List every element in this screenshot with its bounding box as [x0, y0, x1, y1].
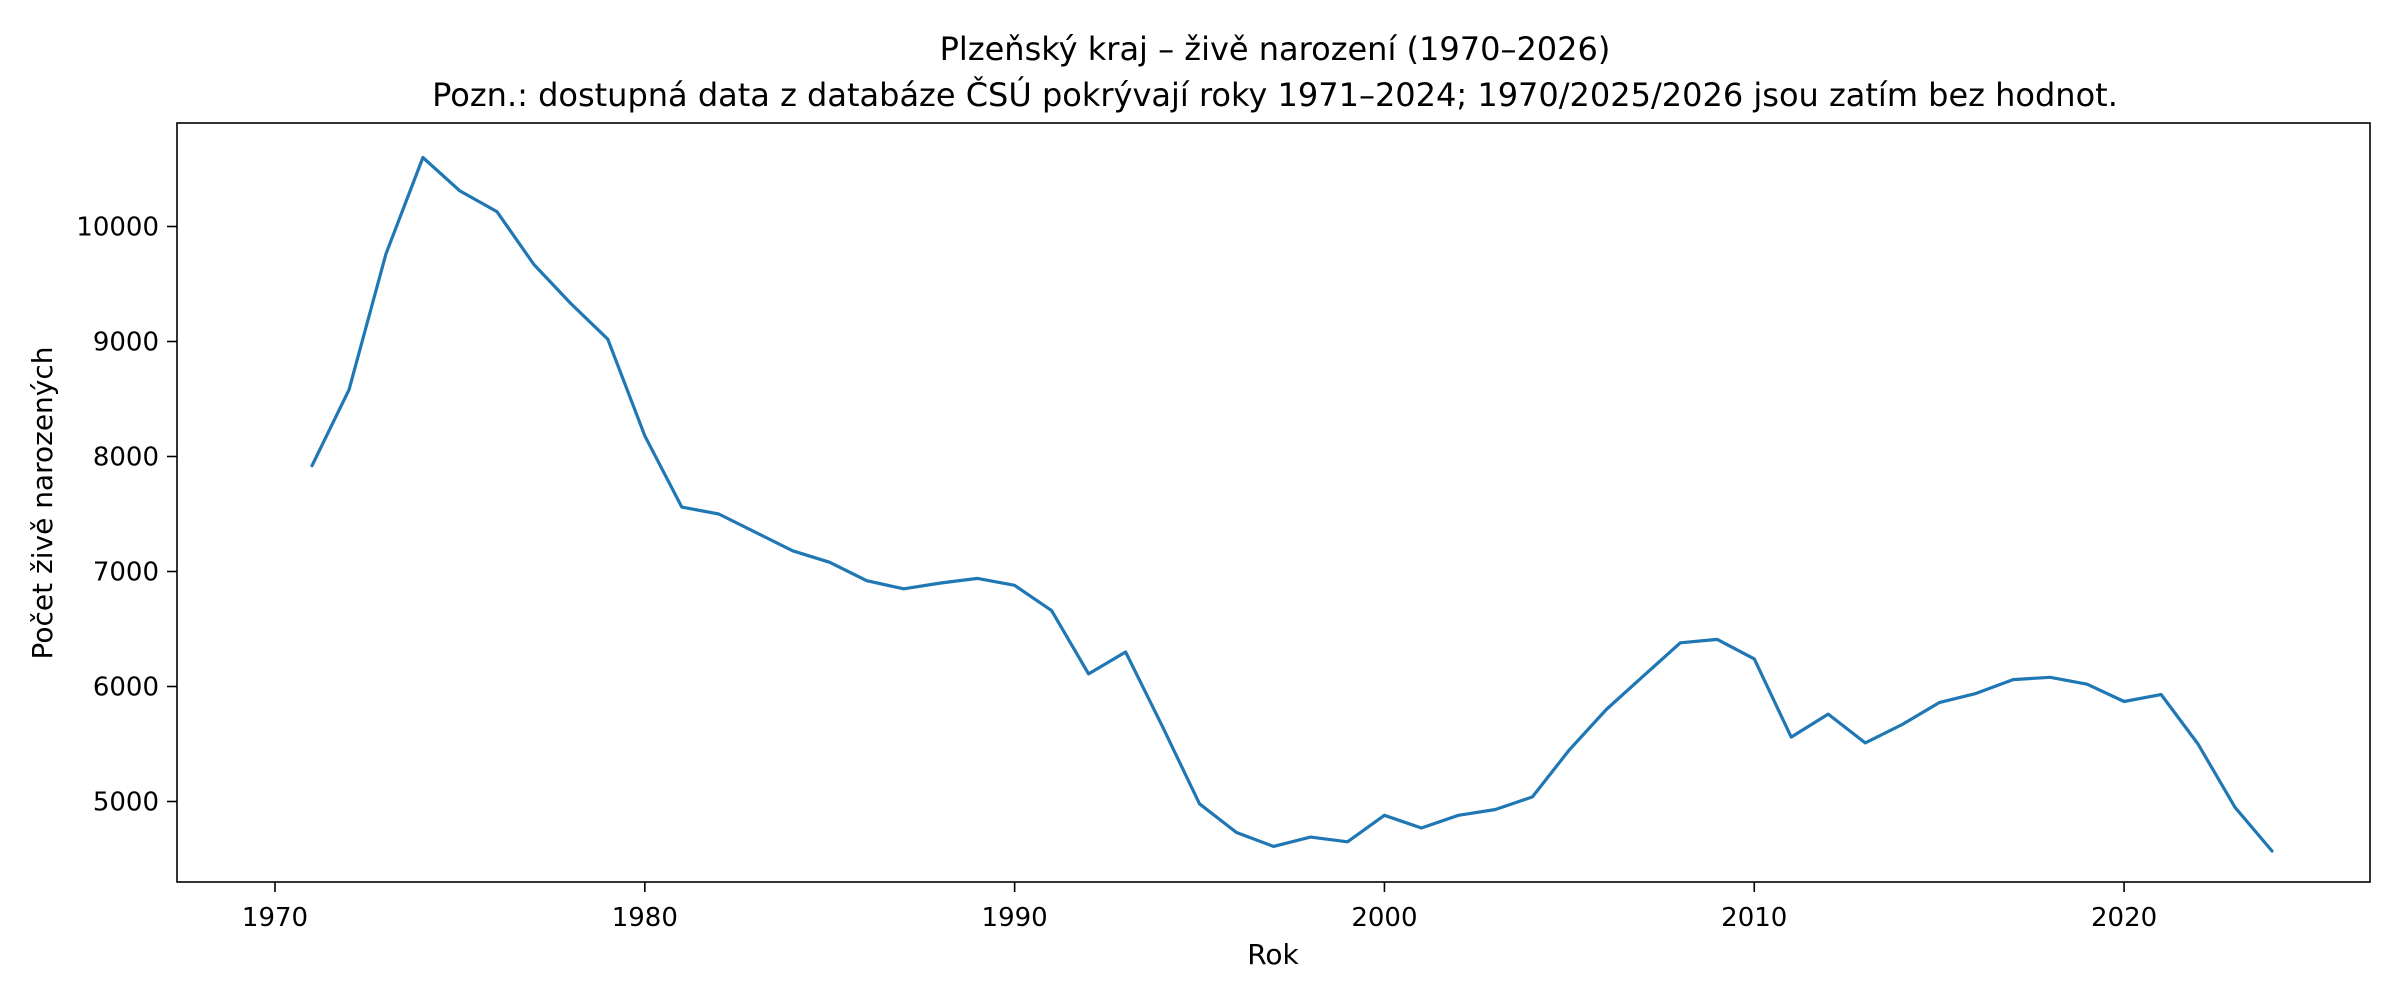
chart-subtitle: Pozn.: dostupná data z databáze ČSÚ pokr… — [432, 75, 2118, 114]
y-axis-label: Počet živě narozených — [26, 346, 59, 659]
x-axis-ticks: 1970 1980 1990 2000 2010 2020 — [242, 882, 2157, 933]
y-axis-ticks: 5000 6000 7000 8000 9000 10000 — [76, 213, 177, 818]
x-tick-label: 2000 — [1351, 903, 1417, 933]
x-tick-label: 1970 — [242, 903, 308, 933]
x-axis-label: Rok — [1247, 938, 1299, 971]
y-tick-label: 9000 — [93, 328, 159, 358]
x-tick-label: 1980 — [612, 903, 678, 933]
plot-area-frame — [176, 122, 2371, 883]
y-tick-label: 5000 — [93, 788, 159, 818]
y-tick-label: 8000 — [93, 443, 159, 473]
y-tick-label: 7000 — [93, 558, 159, 588]
y-tick-label: 6000 — [93, 673, 159, 703]
x-tick-label: 2010 — [1721, 903, 1787, 933]
chart-title: Plzeňský kraj – živě narození (1970–2026… — [940, 30, 1611, 68]
y-tick-label: 10000 — [76, 213, 159, 243]
x-tick-label: 1990 — [982, 903, 1048, 933]
series-line — [310, 155, 2274, 853]
x-tick-label: 2020 — [2091, 903, 2157, 933]
